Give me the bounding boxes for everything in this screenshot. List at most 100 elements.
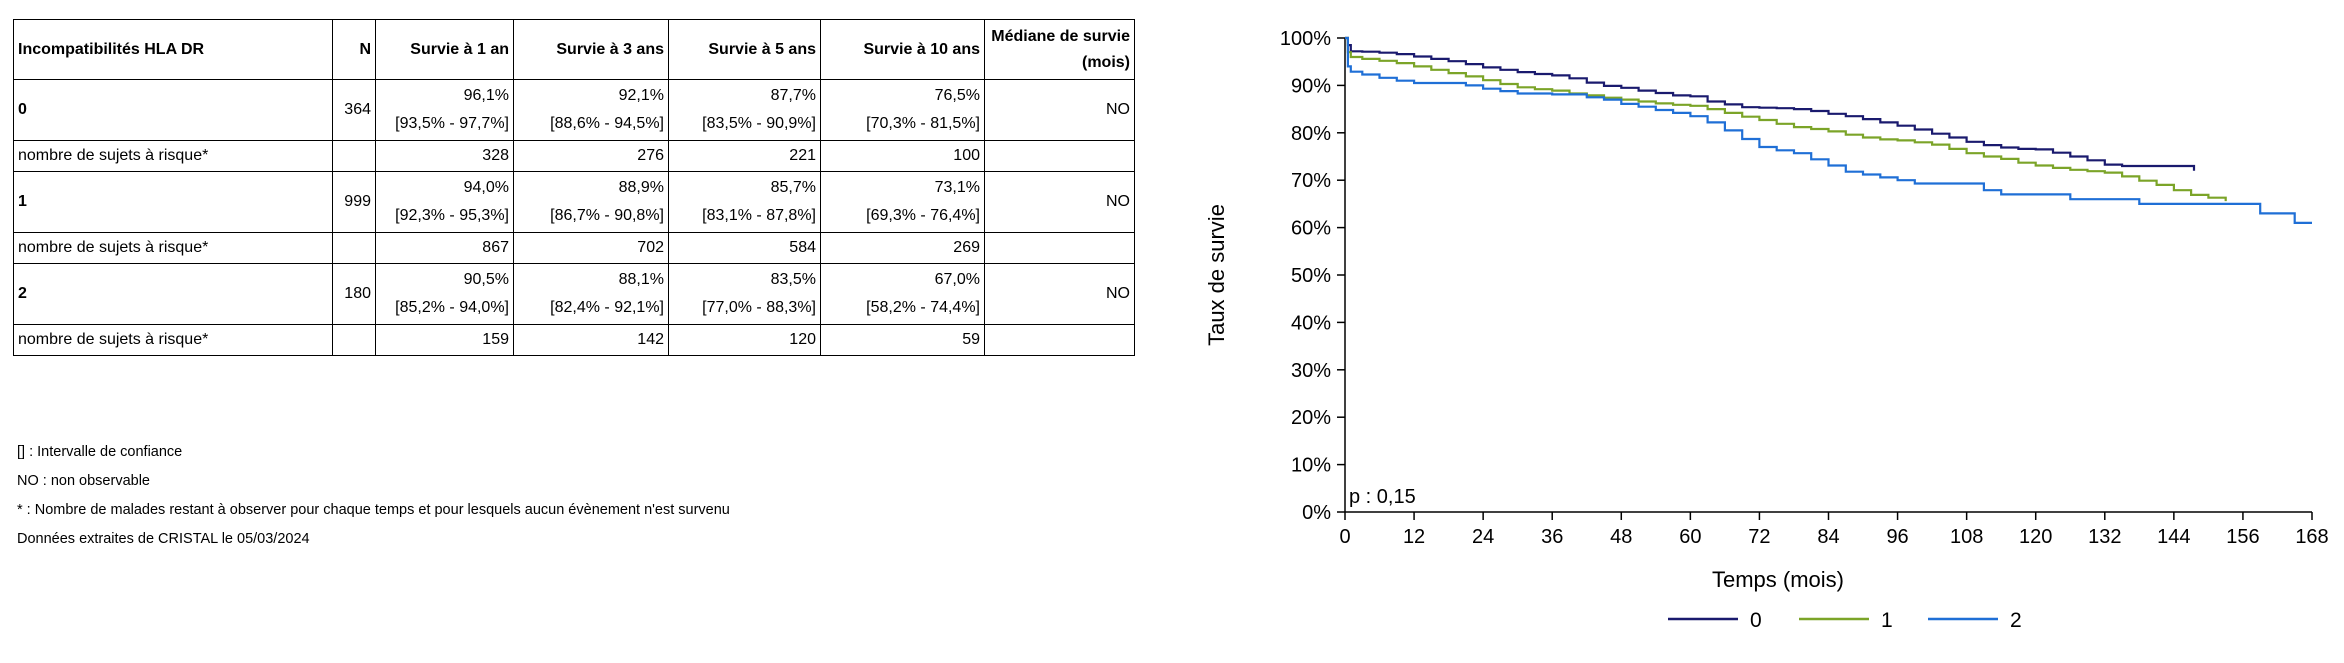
survival-cell: 67,0% [58,2% - 74,4%] [820, 263, 985, 325]
header-n: N [332, 19, 376, 80]
x-tick-label: 48 [1610, 526, 1632, 548]
y-tick-label: 100% [1280, 28, 1331, 50]
group-label: 0 [13, 79, 333, 141]
confidence-interval: [86,7% - 90,8%] [550, 207, 664, 224]
at-risk-label: nombre de sujets à risque* [13, 140, 333, 172]
group-label: 2 [13, 263, 333, 325]
x-tick-label: 156 [2226, 526, 2259, 548]
survival-value: 96,1% [463, 87, 509, 104]
survival-cell: 85,7% [83,1% - 87,8%] [668, 171, 821, 233]
y-tick-label: 10% [1291, 455, 1331, 477]
x-axis-title: Temps (mois) [1712, 567, 1844, 592]
at-risk-cell: 276 [513, 140, 669, 172]
table-row-group-0: 0 364 96,1% [93,5% - 97,7%] 92,1% [88,6% -… [13, 79, 1135, 141]
survival-value: 85,7% [770, 179, 816, 196]
survival-value: 90,5% [463, 271, 509, 288]
y-axis-title: Taux de survie [1204, 204, 1229, 346]
header-survival-3y: Survie à 3 ans [513, 19, 669, 80]
x-tick-label: 12 [1403, 526, 1425, 548]
kaplan-meier-chart: 0%10%20%30%40%50%60%70%80%90%100% 0 12 24 3… [1204, 28, 2329, 632]
header-median-survival: Médiane de survie (mois) [984, 19, 1135, 80]
confidence-interval: [93,5% - 97,7%] [395, 115, 509, 132]
survival-cell: 94,0% [92,3% - 95,3%] [375, 171, 514, 233]
footnotes: [] : Intervalle de confiance NO : non ob… [17, 438, 730, 554]
survival-cell: 88,1% [82,4% - 92,1%] [513, 263, 669, 325]
group-n: 364 [332, 79, 376, 141]
x-tick-label: 36 [1541, 526, 1563, 548]
survival-value: 88,9% [618, 179, 664, 196]
confidence-interval: [82,4% - 92,1%] [550, 299, 664, 316]
confidence-interval: [77,0% - 88,3%] [702, 299, 816, 316]
table-row-at-risk-0: nombre de sujets à risque* 328 276 221 1… [13, 140, 1135, 172]
confidence-interval: [70,3% - 81,5%] [866, 115, 980, 132]
header-hla-dr: Incompatibilités HLA DR [13, 19, 333, 80]
survival-cell: 73,1% [69,3% - 76,4%] [820, 171, 985, 233]
confidence-interval: [69,3% - 76,4%] [866, 207, 980, 224]
survival-curve-2 [1345, 36, 2312, 224]
survival-cell: 88,9% [86,7% - 90,8%] [513, 171, 669, 233]
survival-curve-1 [1345, 36, 2227, 202]
group-n: 180 [332, 263, 376, 325]
legend-label-0: 0 [1750, 609, 1762, 632]
table-row-group-1: 1 999 94,0% [92,3% - 95,3%] 88,9% [86,7% -… [13, 171, 1135, 233]
survival-table: Incompatibilités HLA DR N Survie à 1 an … [13, 19, 1135, 356]
y-tick-label: 30% [1291, 360, 1331, 382]
at-risk-cell: 867 [375, 232, 514, 264]
confidence-interval: [58,2% - 74,4%] [866, 299, 980, 316]
confidence-interval: [83,1% - 87,8%] [702, 207, 816, 224]
empty-cell [984, 140, 1135, 172]
at-risk-cell: 584 [668, 232, 821, 264]
survival-curves [1345, 36, 2312, 224]
at-risk-cell: 269 [820, 232, 985, 264]
footnote-at-risk: * : Nombre de malades restant à observer… [17, 502, 730, 518]
confidence-interval: [88,6% - 94,5%] [550, 115, 664, 132]
survival-value: 76,5% [934, 87, 980, 104]
median-survival-cell: NO [984, 79, 1135, 141]
at-risk-cell: 702 [513, 232, 669, 264]
confidence-interval: [83,5% - 90,9%] [702, 115, 816, 132]
survival-cell: 92,1% [88,6% - 94,5%] [513, 79, 669, 141]
x-tick-label: 84 [1817, 526, 1839, 548]
x-tick-label: 108 [1950, 526, 1983, 548]
confidence-interval: [85,2% - 94,0%] [395, 299, 509, 316]
survival-curve-0 [1345, 36, 2196, 171]
table-row-group-2: 2 180 90,5% [85,2% - 94,0%] 88,1% [82,4% -… [13, 263, 1135, 325]
y-tick-label: 20% [1291, 407, 1331, 429]
header-survival-1y: Survie à 1 an [375, 19, 514, 80]
header-survival-10y: Survie à 10 ans [820, 19, 985, 80]
x-tick-label: 144 [2157, 526, 2190, 548]
table-row-at-risk-2: nombre de sujets à risque* 159 142 120 5… [13, 324, 1135, 356]
at-risk-cell: 142 [513, 324, 669, 356]
survival-value: 94,0% [463, 179, 509, 196]
at-risk-cell: 120 [668, 324, 821, 356]
x-tick-label: 72 [1748, 526, 1770, 548]
empty-cell [984, 324, 1135, 356]
at-risk-cell: 159 [375, 324, 514, 356]
at-risk-cell: 100 [820, 140, 985, 172]
x-tick-label: 24 [1472, 526, 1494, 548]
footnote-ci: [] : Intervalle de confiance [17, 444, 183, 460]
empty-cell [332, 140, 376, 172]
survival-cell: 90,5% [85,2% - 94,0%] [375, 263, 514, 325]
at-risk-label: nombre de sujets à risque* [13, 324, 333, 356]
table-row-at-risk-1: nombre de sujets à risque* 867 702 584 2… [13, 232, 1135, 264]
at-risk-cell: 328 [375, 140, 514, 172]
y-tick-label: 70% [1291, 170, 1331, 192]
legend-label-1: 1 [1881, 609, 1893, 632]
survival-value: 87,7% [770, 87, 816, 104]
footnote-no: NO : non observable [17, 473, 150, 489]
empty-cell [332, 232, 376, 264]
at-risk-cell: 59 [820, 324, 985, 356]
table-header-row: Incompatibilités HLA DR N Survie à 1 an … [13, 19, 1135, 80]
group-label: 1 [13, 171, 333, 233]
y-tick-label: 40% [1291, 312, 1331, 334]
at-risk-cell: 221 [668, 140, 821, 172]
y-tick-label: 90% [1291, 75, 1331, 97]
footnote-source: Données extraites de CRISTAL le 05/03/20… [17, 531, 310, 547]
survival-cell: 87,7% [83,5% - 90,9%] [668, 79, 821, 141]
survival-value: 73,1% [934, 179, 980, 196]
survival-value: 83,5% [770, 271, 816, 288]
group-n: 999 [332, 171, 376, 233]
legend: 0 1 2 [1668, 609, 2022, 632]
median-survival-cell: NO [984, 171, 1135, 233]
